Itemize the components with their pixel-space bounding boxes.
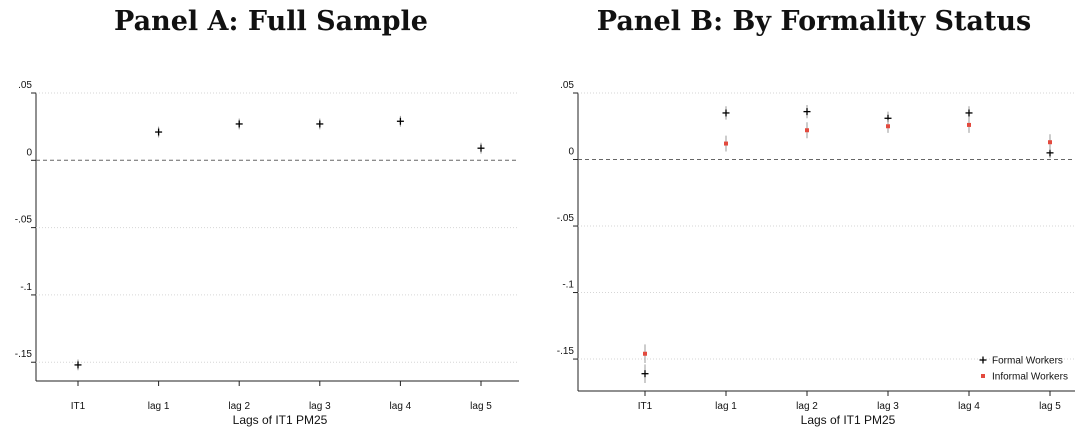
panel-a-x-axis-title: Lags of IT1 PM25 <box>233 413 328 427</box>
panel-b-point <box>886 124 890 129</box>
panel-b-point <box>643 351 647 356</box>
panel-a-title: Panel A: Full Sample <box>114 6 428 37</box>
panel-a-x-tick-label: IT1 <box>71 401 86 412</box>
panel-a-x-tick-label: lag 2 <box>228 401 250 412</box>
panel-b-point <box>1048 140 1052 145</box>
panel-a-x-tick-label: lag 1 <box>148 401 170 412</box>
panel-b-legend-label: Informal Workers <box>992 372 1068 383</box>
panel-a-chart: .05 0 -.05 -.1 -.15 IT1 lag 1 lag 2 lag 3 lag 4 la… <box>15 80 519 427</box>
panel-a-x-tick-label: lag 5 <box>470 401 492 412</box>
panel-b-x-tick-label: lag 2 <box>796 401 818 412</box>
panel-b-series-1 <box>643 116 1052 364</box>
panel-b-point <box>805 128 809 133</box>
panel-b-legend-label: Formal Workers <box>992 356 1063 367</box>
panel-b-x-axis-title: Lags of IT1 PM25 <box>801 413 896 427</box>
panel-a: Panel A: Full Sample .05 0 -.05 -.1 -.15 IT1 l… <box>0 0 542 431</box>
panel-b-chart: .05 0 -.05 -.1 -.15 IT1 lag 1 lag 2 lag 3 lag 4 la… <box>557 80 1075 427</box>
panel-b-legend-marker <box>981 374 985 378</box>
panel-b-y-tick-label: -.15 <box>557 346 575 357</box>
panel-a-y-tick-label: .05 <box>18 80 32 91</box>
panel-b: Panel B: By Formality Status .05 0 -.05 -.1… <box>543 0 1085 431</box>
panel-a-y-tick-label: -.05 <box>15 215 33 226</box>
panel-b-point <box>724 141 728 146</box>
panel-b-x-tick-label: lag 3 <box>877 401 899 412</box>
panel-b-title: Panel B: By Formality Status <box>596 6 1032 37</box>
panel-b-x-tick-label: lag 1 <box>715 401 737 412</box>
panel-a-x-tick-label: lag 3 <box>309 401 331 412</box>
panel-a-y-tick-label: -.1 <box>20 282 32 293</box>
panel-b-y-tick-label: -.05 <box>557 213 575 224</box>
panel-b-y-tick-label: -.1 <box>562 280 574 291</box>
panel-b-x-tick-label: lag 4 <box>958 401 980 412</box>
panel-a-y-tick-label: 0 <box>26 147 32 158</box>
panel-a-series-0 <box>74 115 485 371</box>
panel-b-x-tick-label: IT1 <box>638 401 653 412</box>
panel-b-x-tick-label: lag 5 <box>1039 401 1061 412</box>
panel-b-legend: Formal Workers Informal Workers <box>979 356 1068 383</box>
panel-b-y-tick-label: 0 <box>568 147 574 158</box>
panel-b-y-tick-label: .05 <box>560 80 574 91</box>
panel-a-x-tick-label: lag 4 <box>390 401 412 412</box>
panel-b-series-0 <box>641 104 1054 383</box>
panel-b-point <box>967 122 971 127</box>
panel-a-y-tick-label: -.15 <box>15 349 33 360</box>
